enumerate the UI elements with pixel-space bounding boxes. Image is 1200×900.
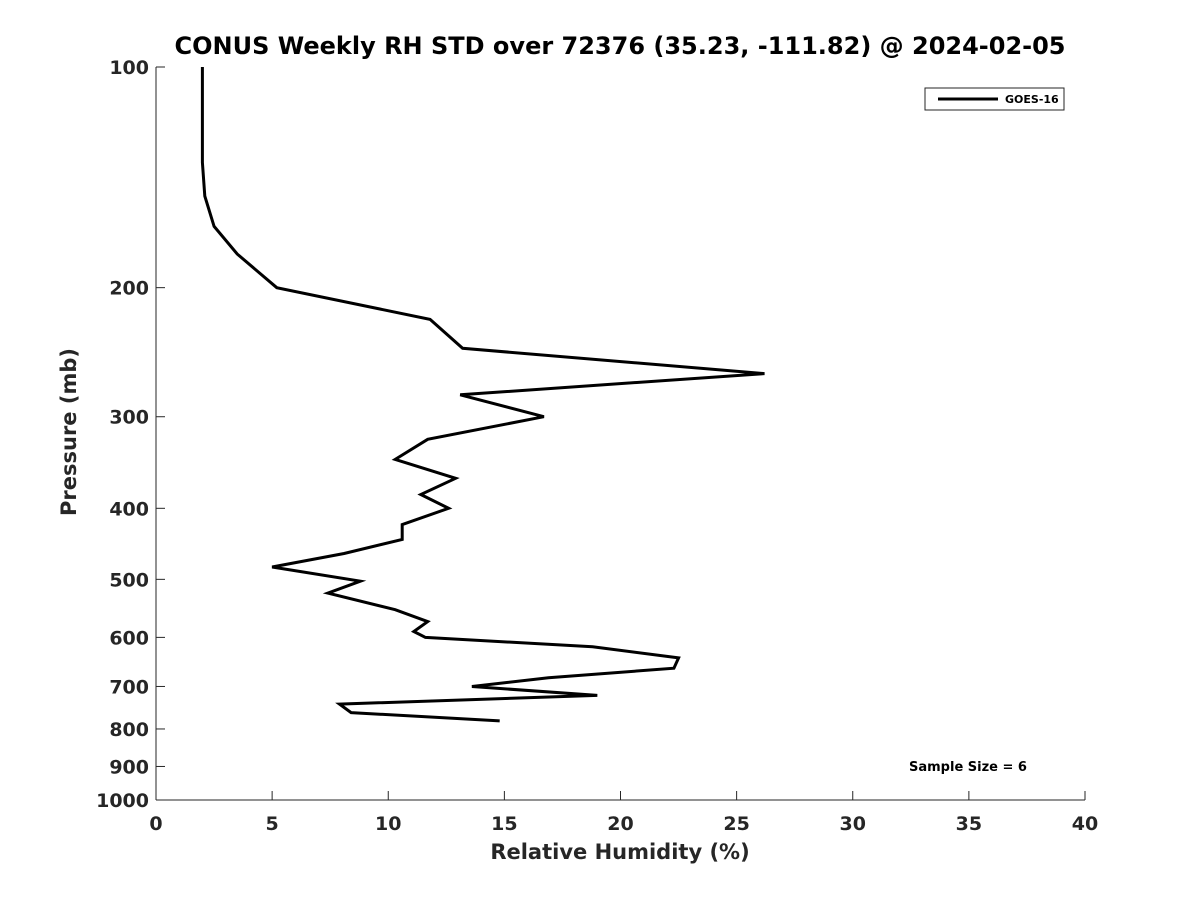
legend-entry-goes-16: GOES-16 (1005, 93, 1059, 106)
series-line-goes-16 (200, 67, 765, 723)
y-tick-label: 800 (109, 719, 149, 741)
y-tick-label: 1000 (96, 790, 149, 812)
x-tick-label: 0 (149, 813, 162, 835)
chart-title: CONUS Weekly RH STD over 72376 (35.23, -… (174, 32, 1065, 60)
plot-frame (155, 67, 1085, 801)
x-tick-label: 20 (607, 813, 633, 835)
y-tick-label: 700 (109, 676, 149, 698)
y-axis-label: Pressure (mb) (57, 348, 81, 516)
x-tick-label: 30 (840, 813, 866, 835)
y-tick-label: 600 (109, 627, 149, 649)
x-tick-label: 5 (266, 813, 279, 835)
x-tick-label: 10 (375, 813, 401, 835)
legend: GOES-16 (924, 87, 1065, 111)
x-axis-ticks: 0 5 10 15 20 25 30 35 40 (149, 791, 1098, 835)
x-tick-label: 25 (723, 813, 749, 835)
y-tick-label: 100 (109, 57, 149, 79)
sample-size-annotation: Sample Size = 6 (909, 760, 1027, 775)
x-tick-label: 15 (491, 813, 517, 835)
y-tick-label: 200 (109, 278, 149, 300)
y-axis-ticks: 100 200 300 400 500 600 700 800 900 1000 (96, 57, 165, 812)
y-tick-label: 400 (109, 498, 149, 520)
y-tick-label: 500 (109, 569, 149, 591)
x-tick-label: 40 (1072, 813, 1098, 835)
y-tick-label: 300 (109, 407, 149, 429)
x-tick-label: 35 (956, 813, 982, 835)
x-axis-label: Relative Humidity (%) (490, 840, 749, 864)
y-tick-label: 900 (109, 756, 149, 778)
series-layer (200, 67, 765, 723)
